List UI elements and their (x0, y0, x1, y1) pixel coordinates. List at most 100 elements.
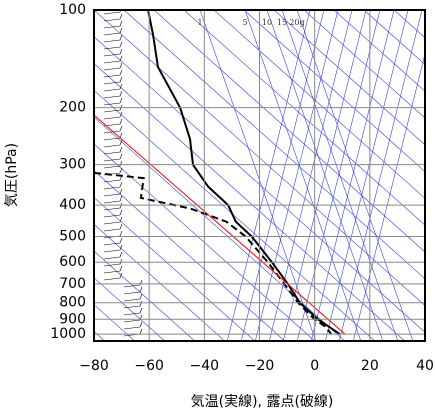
x-tick-label: −40 (190, 358, 220, 374)
adiabat-line (94, 143, 315, 341)
x-tick-label: 20 (361, 358, 379, 374)
adiabat-line (94, 63, 405, 341)
wind-barb (103, 186, 121, 190)
wind-barb (119, 139, 123, 146)
wind-barb (119, 90, 123, 97)
adiabat-line (94, 197, 255, 341)
wind-barb (119, 20, 123, 27)
wind-barb (103, 158, 121, 162)
wind-barb (119, 48, 123, 55)
moist-line (324, 10, 409, 341)
adiabat-line (94, 36, 425, 333)
wind-barb (103, 67, 121, 71)
wind-barb (139, 328, 143, 335)
plot (94, 10, 425, 341)
wind-barb (123, 284, 141, 288)
x-tick-label: 40 (416, 358, 434, 374)
wind-barb (119, 34, 123, 41)
wind-barb (123, 305, 141, 309)
wind-barb (119, 83, 123, 90)
y-tick-label: 500 (59, 229, 86, 245)
adiabat-line (94, 170, 285, 341)
wind-barb (103, 60, 121, 64)
moist-line (338, 10, 423, 341)
wind-barb (103, 214, 121, 218)
wind-barb (119, 216, 123, 223)
adiabat-line (393, 10, 425, 39)
wind-barb (103, 270, 121, 274)
moist-line (226, 10, 311, 341)
wind-barb (119, 76, 123, 83)
wind-barb (103, 137, 121, 141)
adiabat-line (153, 10, 425, 253)
wind-barb (103, 249, 121, 253)
profile-line (94, 171, 332, 335)
mixing-ratio-line (199, 10, 317, 341)
wind-barb (123, 291, 141, 295)
wind-barb (119, 13, 123, 20)
wind-barb (119, 69, 123, 76)
wind-barb (119, 265, 123, 272)
wind-barb (103, 165, 121, 169)
wind-barb (119, 223, 123, 230)
wind-barb (119, 62, 123, 69)
wind-barb (103, 221, 121, 225)
wind-barb (103, 207, 121, 211)
wind-barb (119, 153, 123, 160)
wind-barb (103, 11, 121, 15)
wind-barb (119, 55, 123, 62)
wind-barb (119, 244, 123, 251)
wind-barb (103, 88, 121, 92)
wind-barb (119, 97, 123, 104)
wind-barb (123, 319, 141, 323)
adiabat-line (94, 10, 425, 306)
wind-barb (103, 32, 121, 36)
wind-barb (119, 41, 123, 48)
y-tick-label: 1000 (50, 326, 86, 342)
wind-barb (139, 293, 143, 300)
wind-barb (119, 251, 123, 258)
x-tick-label: −60 (134, 358, 164, 374)
wind-barb (103, 228, 121, 232)
wind-barb (119, 258, 123, 265)
wind-barb (119, 237, 123, 244)
wind-barb (103, 200, 121, 204)
adiabat-line (94, 250, 195, 341)
wind-barb (139, 321, 143, 328)
wind-barb (103, 116, 121, 120)
wind-barb (103, 95, 121, 99)
moist-line (268, 10, 353, 341)
mixing-ratio-line (296, 10, 414, 341)
wind-barb (119, 27, 123, 34)
y-tick-label: 400 (59, 197, 86, 213)
wind-barb (103, 18, 121, 22)
mixing-ratio-line (281, 10, 399, 341)
adiabat-line (94, 223, 225, 341)
y-axis-label: 気圧(hPa) (4, 143, 20, 207)
wind-barb (103, 242, 121, 246)
wind-barb (119, 272, 123, 279)
wind-barb (103, 193, 121, 197)
wind-barb (119, 209, 123, 216)
wind-barb (123, 326, 141, 330)
wind-barb (123, 312, 141, 316)
wind-barb (123, 298, 141, 302)
y-tick-label: 300 (59, 157, 86, 173)
wind-barb (139, 286, 143, 293)
x-tick-label: −20 (245, 358, 275, 374)
y-tick-label: 900 (59, 311, 86, 327)
wind-barb (103, 53, 121, 57)
mixing-ratio-label: 15 (277, 18, 287, 27)
y-tick-label: 100 (59, 2, 86, 18)
adiabat-line (213, 10, 425, 199)
wind-barb (103, 256, 121, 260)
wind-barb (119, 146, 123, 153)
adiabat-line (94, 277, 165, 341)
wind-barb (119, 132, 123, 139)
adiabat-line (303, 10, 425, 119)
profile-line (94, 114, 346, 335)
mixing-ratio-label: 1 (197, 18, 202, 27)
y-tick-label: 800 (59, 295, 86, 311)
plot-frame (93, 9, 426, 342)
